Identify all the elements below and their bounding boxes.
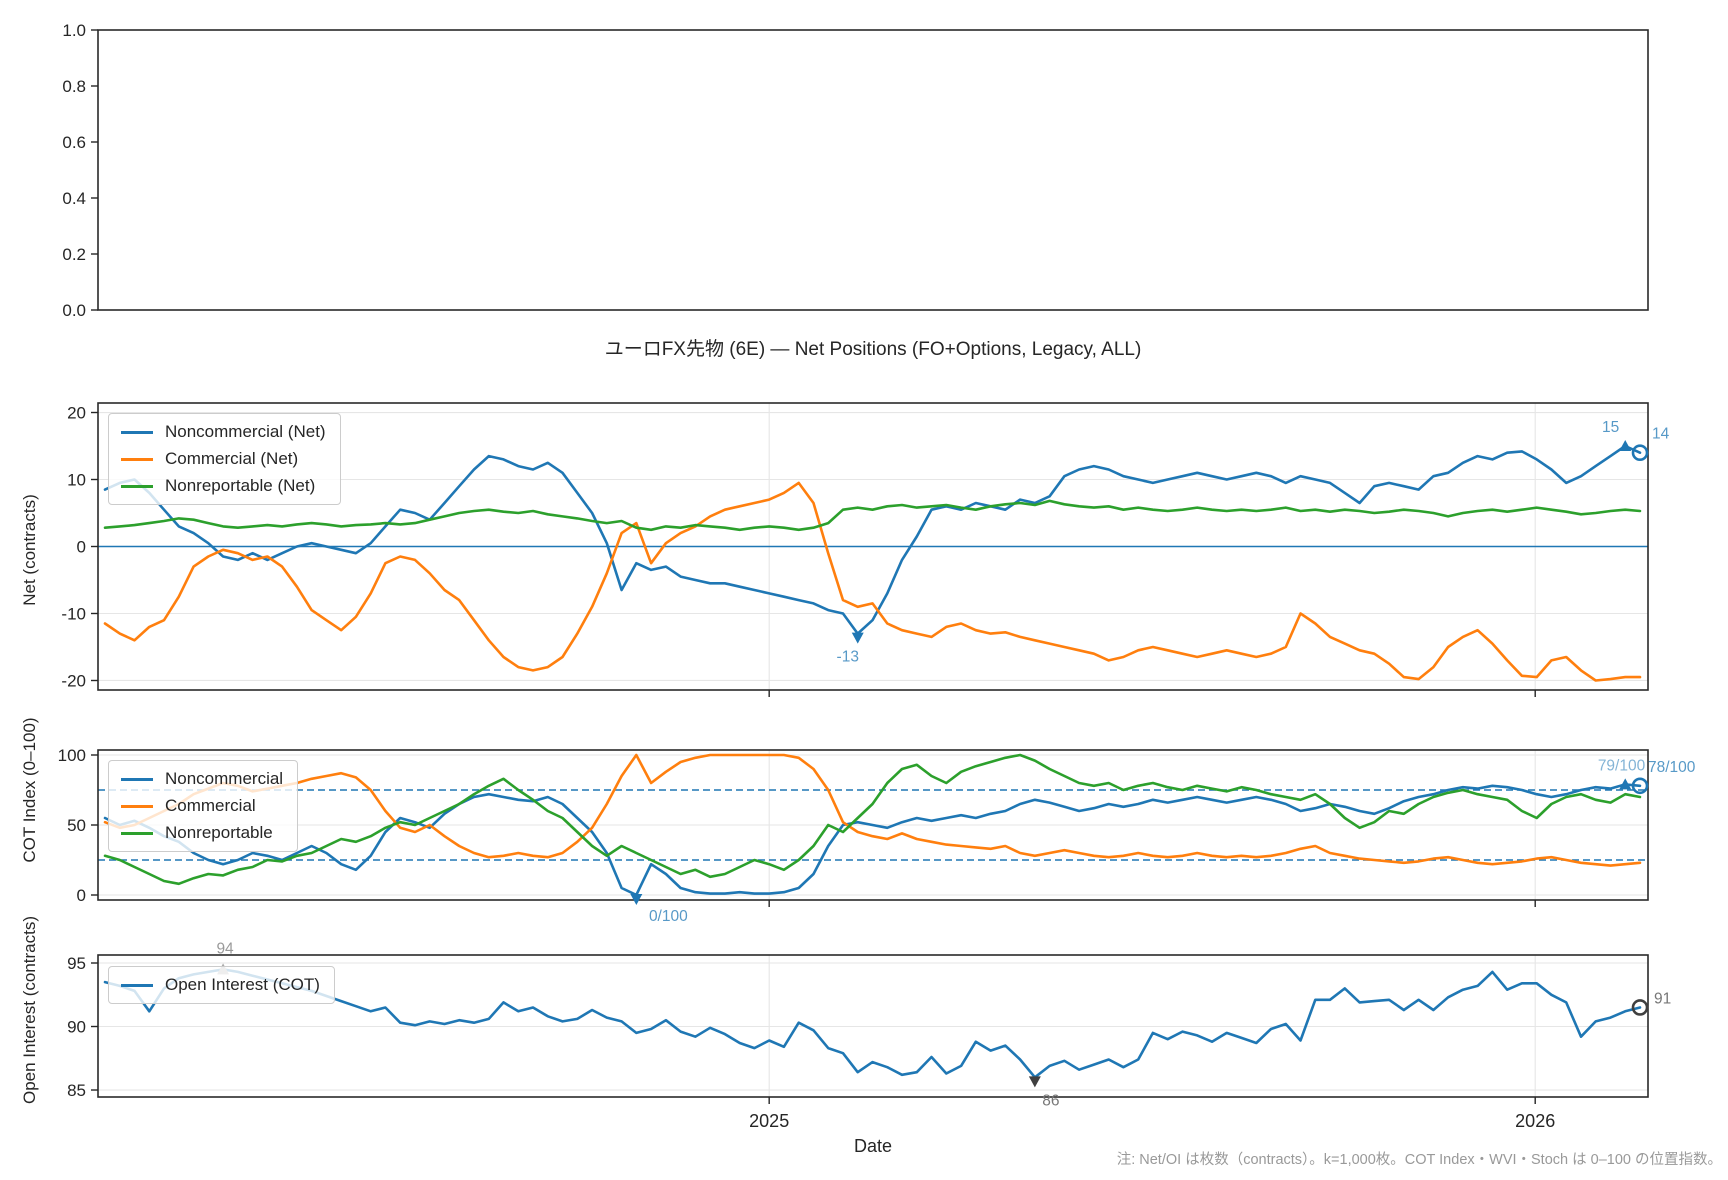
y-tick-label: -10 [61, 604, 86, 623]
y-tick-label: 50 [67, 816, 86, 835]
y-tick-label: 0 [77, 538, 86, 557]
legend-item: Open Interest (COT) [121, 975, 320, 995]
legend-line-swatch-icon [121, 430, 153, 434]
series-noncommercial-net- [103, 444, 1642, 635]
y-tick-label: 85 [67, 1081, 86, 1100]
legend-item: Nonreportable [121, 823, 283, 843]
series-nonreportable [103, 753, 1642, 886]
y-tick-label: 0 [77, 886, 86, 905]
ylabel-net-contracts: Net (contracts) [20, 494, 39, 606]
y-tick-label: 20 [67, 404, 86, 423]
legend-open-interest: Open Interest (COT) [108, 966, 335, 1004]
legend-item-label: Commercial (Net) [165, 449, 299, 468]
legend-item-label: Noncommercial (Net) [165, 422, 326, 441]
legend-item-label: Noncommercial [165, 769, 284, 788]
last-point-marker-icon [1631, 777, 1649, 795]
y-tick-label: 0.2 [62, 245, 86, 264]
legend-net-positions: Noncommercial (Net) Commercial (Net) Nonre… [108, 413, 341, 505]
footnote: 注: Net/OI は枚数（contracts）。k=1,000枚。COT In… [1116, 1152, 1722, 1168]
legend-line-swatch-icon [121, 484, 153, 488]
legend-item: Noncommercial [121, 769, 283, 789]
annotation-label: 0/100 [649, 908, 688, 925]
legend-item: Commercial [121, 796, 283, 816]
min-marker-icon [851, 632, 864, 644]
legend-item: Commercial (Net) [121, 449, 326, 469]
legend-item: Noncommercial (Net) [121, 422, 326, 442]
annotation-label: 91 [1654, 990, 1671, 1007]
legend-line-swatch-icon [121, 983, 153, 987]
annotation-label: 14 [1652, 426, 1670, 443]
annotation-label: 79/100 [1598, 757, 1646, 774]
min-marker-icon [1028, 1076, 1041, 1088]
y-tick-label: 100 [58, 746, 86, 765]
annotation-label: 15 [1602, 419, 1619, 436]
axes-frame [97, 29, 1649, 311]
legend-cot-index: Noncommercial Commercial Nonreportable [108, 760, 299, 852]
chart-title: ユーロFX先物 (6E) — Net Positions (FO+Options… [604, 339, 1142, 360]
series-nonreportable-net- [103, 499, 1642, 532]
ylabel-cot-index: COT Index (0–100) [20, 717, 39, 863]
min-marker-icon [630, 894, 643, 906]
series-commercial-net- [103, 481, 1642, 682]
annotation-label: 86 [1042, 1092, 1059, 1109]
legend-line-swatch-icon [121, 457, 153, 461]
annotation-label: 94 [216, 940, 234, 957]
legend-line-swatch-icon [121, 777, 153, 781]
y-tick-label: -20 [61, 671, 86, 690]
max-marker-icon [1619, 778, 1632, 790]
legend-item: Nonreportable (Net) [121, 476, 326, 496]
y-tick-label: 1.0 [62, 21, 86, 40]
legend-item-label: Commercial [165, 796, 256, 815]
y-tick-label: 0.4 [62, 189, 86, 208]
legend-item-label: Nonreportable (Net) [165, 476, 316, 495]
legend-line-swatch-icon [121, 804, 153, 808]
y-tick-label: 95 [67, 954, 86, 973]
y-tick-label: 0.8 [62, 77, 86, 96]
xlabel-date: Date [853, 1136, 893, 1156]
y-tick-label: 10 [67, 471, 86, 490]
series-noncommercial [103, 783, 1642, 897]
legend-item-label: Nonreportable [165, 823, 273, 842]
x-tick-label: 2026 [1515, 1111, 1555, 1131]
ylabel-open-interest: Open Interest (contracts) [20, 915, 39, 1105]
legend-item-label: Open Interest (COT) [165, 975, 320, 994]
x-tick-label: 2025 [749, 1111, 789, 1131]
series-open-interest-cot- [103, 968, 1642, 1079]
annotation-label: -13 [837, 649, 859, 666]
last-point-marker-icon [1631, 999, 1649, 1016]
legend-line-swatch-icon [121, 831, 153, 835]
y-tick-label: 0.0 [62, 301, 86, 320]
max-marker-icon [1619, 440, 1632, 452]
last-point-marker-icon [1631, 444, 1649, 462]
series-commercial [103, 753, 1642, 867]
y-tick-label: 0.6 [62, 133, 86, 152]
y-tick-label: 90 [67, 1018, 86, 1037]
annotation-label: 78/100 [1648, 759, 1696, 776]
